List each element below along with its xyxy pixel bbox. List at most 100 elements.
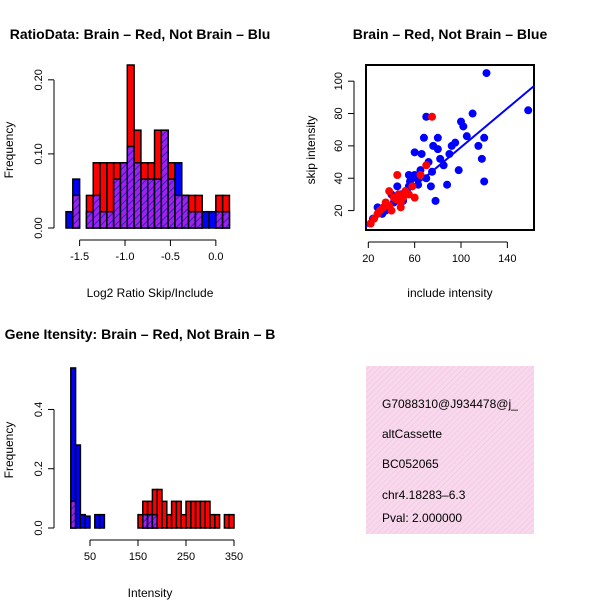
ratio-hist-bar-not-brain <box>201 210 210 229</box>
ratio-hist-bar-overlap <box>167 178 176 229</box>
scatter-y-tick-label: 20 <box>333 204 345 216</box>
info-gene-id: G7088310@J934478@j_ <box>382 397 518 411</box>
scatter-point-not-brain <box>439 161 448 170</box>
scatter-point-brain <box>385 187 394 196</box>
ratio-hist-bar-overlap <box>133 162 142 229</box>
ratio-histogram-xlabel: Log2 Ratio Skip/Include <box>87 286 214 300</box>
ratio-hist-x-tick-label: -1.5 <box>70 251 89 263</box>
ratio-hist-bar-overlap <box>92 194 101 229</box>
ratio-hist-bar-overlap <box>99 210 108 229</box>
ratio-hist-x-tick-label: -0.5 <box>161 251 180 263</box>
scatter-point-not-brain <box>419 133 428 142</box>
intensity-hist-bar-not-brain <box>74 444 82 529</box>
ratio-hist-bar-overlap <box>174 194 183 229</box>
ratio-histogram-ylabel: Frequency <box>2 122 16 179</box>
scatter-point-brain <box>416 171 425 179</box>
ratio-hist-bar-overlap <box>119 162 129 229</box>
scatter-point-not-brain <box>436 154 445 163</box>
scatter-point-not-brain <box>426 182 435 191</box>
intensity-hist-bar-brain <box>228 513 235 529</box>
scatter-point-not-brain <box>433 145 442 154</box>
info-accession: BC052065 <box>382 457 439 471</box>
intensity-hist-x-tick-label: 150 <box>129 551 147 563</box>
intensity-hist-bar-not-brain <box>84 515 91 529</box>
ratio-hist-bar-overlap <box>112 178 122 229</box>
intensity-hist-y-tick-label: 0.4 <box>33 402 45 417</box>
intensity-histogram-ylabel: Frequency <box>2 422 16 479</box>
ratio-hist-bar-overlap <box>221 210 231 229</box>
ratio-hist-y-tick-label: 0.20 <box>33 69 45 90</box>
ratio-hist-bar-overlap <box>215 210 224 229</box>
info-location: chr4.18283–6.3 <box>382 488 466 502</box>
ratio-histogram-title: RatioData: Brain – Red, Not Brain – Blu <box>10 26 271 42</box>
info-panel-background <box>366 366 534 534</box>
ratio-hist-y-tick-label: 0.10 <box>33 143 45 164</box>
intensity-hist-bar-not-brain <box>98 513 106 529</box>
ratio-hist-bar-overlap <box>160 129 169 229</box>
scatter-point-brain <box>393 171 402 179</box>
scatter-point-brain <box>408 182 417 191</box>
scatter-point-not-brain <box>433 133 442 142</box>
scatter-y-tick-label: 40 <box>333 172 345 184</box>
scatter-point-not-brain <box>445 149 454 158</box>
scatter-title: Brain – Red, Not Brain – Blue <box>353 26 548 42</box>
scatter-point-not-brain <box>431 196 440 205</box>
ratio-hist-bar-overlap <box>85 210 94 229</box>
ratio-hist-bar-not-brain <box>65 210 74 229</box>
scatter-plot-box <box>365 64 535 231</box>
scatter-point-brain <box>410 193 419 202</box>
info-event-type: altCassette <box>382 427 442 441</box>
scatter-point-brain <box>422 161 431 170</box>
scatter-point-not-brain <box>428 167 437 176</box>
scatter-point-not-brain <box>462 132 471 141</box>
scatter-point-brain <box>396 203 405 212</box>
ratio-hist-bar-overlap <box>72 194 81 229</box>
scatter-y-tick-label: 80 <box>333 107 345 119</box>
scatter-point-not-brain <box>404 171 413 179</box>
info-panel: G7088310@J934478@j_ altCassette BC052065… <box>366 366 534 534</box>
scatter-xlabel: include intensity <box>407 286 492 300</box>
scatter-point-not-brain <box>459 122 468 131</box>
scatter-point-not-brain <box>410 148 419 157</box>
scatter-x-tick-label: 100 <box>452 253 470 265</box>
scatter-x-tick-label: 60 <box>409 253 421 265</box>
intensity-hist-x-tick-label: 350 <box>225 551 243 563</box>
scatter-point-brain <box>387 206 396 215</box>
ratio-hist-bar-overlap <box>187 210 197 229</box>
scatter-y-tick-label: 100 <box>333 72 345 90</box>
scatter-point-not-brain <box>417 149 426 158</box>
ratio-hist-bar-not-brain <box>208 210 217 229</box>
ratio-hist-bar-overlap <box>194 210 203 229</box>
scatter-point-not-brain <box>454 166 463 175</box>
scatter-point-not-brain <box>477 154 486 163</box>
scatter-point-not-brain <box>393 182 402 191</box>
scatter-x-tick-label: 20 <box>362 253 374 265</box>
intensity-hist-x-tick-label: 250 <box>177 551 195 563</box>
intensity-histogram-title: Gene Itensity: Brain – Red, Not Brain – … <box>5 326 276 342</box>
info-pval: Pval: 2.000000 <box>382 511 462 525</box>
intensity-histogram: Gene Itensity: Brain – Red, Not Brain – … <box>2 326 275 600</box>
intensity-scatter: Brain – Red, Not Brain – Blue include in… <box>304 26 547 300</box>
intensity-hist-y-tick-label: 0.0 <box>33 520 45 535</box>
ratio-hist-bar-overlap <box>140 178 149 229</box>
ratio-hist-bar-overlap <box>126 145 135 229</box>
scatter-point-not-brain <box>482 69 491 78</box>
ratio-hist-y-tick-label: 0.00 <box>33 217 45 238</box>
scatter-point-not-brain <box>474 141 483 150</box>
ratio-hist-bar-overlap <box>106 210 115 229</box>
ratio-hist-x-tick-label: -1.0 <box>116 251 135 263</box>
scatter-point-not-brain <box>468 109 477 118</box>
ratio-hist-x-tick-label: 0.0 <box>208 251 223 263</box>
scatter-ylabel: skip intensity <box>304 116 318 185</box>
intensity-histogram-xlabel: Intensity <box>128 586 173 600</box>
ratio-hist-bar-overlap <box>181 194 190 229</box>
scatter-point-brain <box>428 112 437 121</box>
scatter-y-tick-label: 60 <box>333 140 345 152</box>
ratio-hist-bar-overlap <box>146 178 156 229</box>
scatter-x-tick-label: 140 <box>498 253 516 265</box>
ratio-histogram: RatioData: Brain – Red, Not Brain – Blu … <box>2 26 270 300</box>
scatter-point-not-brain <box>480 177 489 186</box>
intensity-hist-y-tick-label: 0.2 <box>33 461 45 476</box>
scatter-point-not-brain <box>443 180 452 189</box>
